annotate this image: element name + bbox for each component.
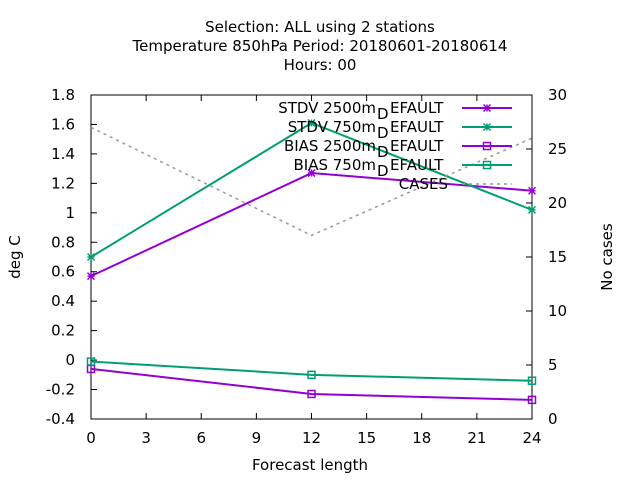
legend-label-sub: D [377,143,389,161]
x-tick-label: 18 [412,429,431,447]
y-tick-label: 1.4 [51,145,75,163]
data-point [86,252,96,262]
x-axis: 0 3 6 9 12 15 18 21 24 [86,95,542,447]
title-line: Selection: ALL using 2 stations [205,18,435,36]
y-axis-left: -0.4 -0.2 0 0.2 0.4 0.6 0.8 1 1.2 1.4 1.6 1.8 [46,86,97,428]
x-tick-label: 24 [522,429,541,447]
title-line: Temperature 850hPa Period: 20180601-2018… [132,37,508,55]
y2-tick-label: 20 [548,194,567,212]
legend-entry: BIAS 750m D EFAULT [293,156,512,180]
data-point [527,376,537,385]
data-point [482,141,492,151]
y2-tick-label: 0 [548,410,558,428]
series-layer [86,118,537,405]
legend-label-rest: EFAULT [390,99,444,117]
data-point [527,395,537,405]
y2-tick-label: 5 [548,356,558,374]
y2-tick-label: 15 [548,248,567,266]
x-tick-label: 3 [141,429,151,447]
legend-entry: BIAS 2500m D EFAULT [284,137,512,161]
y-axis-right: 0 5 10 15 20 25 30 [526,86,567,428]
x-tick-label: 15 [357,429,376,447]
y-tick-label: -0.4 [46,410,75,428]
legend-label: BIAS 2500m [284,137,376,155]
data-point [307,118,316,128]
legend-label-sub: D [377,105,389,123]
y2-tick-label: 25 [548,140,567,158]
series-line-4 [90,126,533,237]
legend-entry: CASES [399,175,512,193]
legend-label: CASES [399,175,448,193]
legend-label-sub: D [377,162,389,180]
chart-title: Selection: ALL using 2 stationsTemperatu… [132,18,508,74]
legend-label-rest: EFAULT [390,137,444,155]
y-tick-label: 0.8 [51,233,75,251]
legend-label: STDV 750m [288,118,376,136]
y-axis-label: deg C [6,235,24,279]
x-tick-label: 21 [467,429,486,447]
y-tick-label: 1.6 [51,115,75,133]
data-point [307,389,316,399]
data-point [527,205,537,214]
legend-label-rest: EFAULT [390,118,444,136]
title-line: Hours: 00 [284,56,357,74]
y-tick-label: 0.6 [51,263,75,281]
data-point [86,357,96,366]
series-line-0 [90,172,533,278]
data-point [86,272,96,281]
y-tick-label: -0.2 [46,381,75,399]
data-point [307,370,316,380]
y-tick-label: 1 [65,204,75,222]
legend-label-rest: EFAULT [390,156,444,174]
legend-label: STDV 2500m [278,99,376,117]
x-tick-label: 9 [252,429,262,447]
y-tick-label: 0.4 [51,292,75,310]
data-point [482,160,492,170]
y2-tick-label: 10 [548,302,567,320]
legend-label: BIAS 750m [293,156,376,174]
x-tick-label: 0 [86,429,96,447]
legend-label-sub: D [377,124,389,142]
y2-axis-label: No cases [598,223,616,291]
x-tick-label: 12 [302,429,321,447]
x-tick-label: 6 [196,429,206,447]
y2-tick-label: 30 [548,86,567,104]
y-tick-label: 1.8 [51,86,75,104]
legend-entry: STDV 750m D EFAULT [288,118,512,142]
data-point [482,122,492,132]
x-axis-label: Forecast length [252,456,368,474]
legend-entry: STDV 2500m D EFAULT [278,99,512,123]
series-line-2 [90,367,533,401]
y-tick-label: 0.2 [51,322,75,340]
data-point [527,186,537,195]
data-point [307,169,316,178]
y-tick-label: 1.2 [51,174,75,192]
data-point [482,103,492,113]
series-line-3 [90,360,533,382]
y-tick-label: 0 [65,351,75,369]
